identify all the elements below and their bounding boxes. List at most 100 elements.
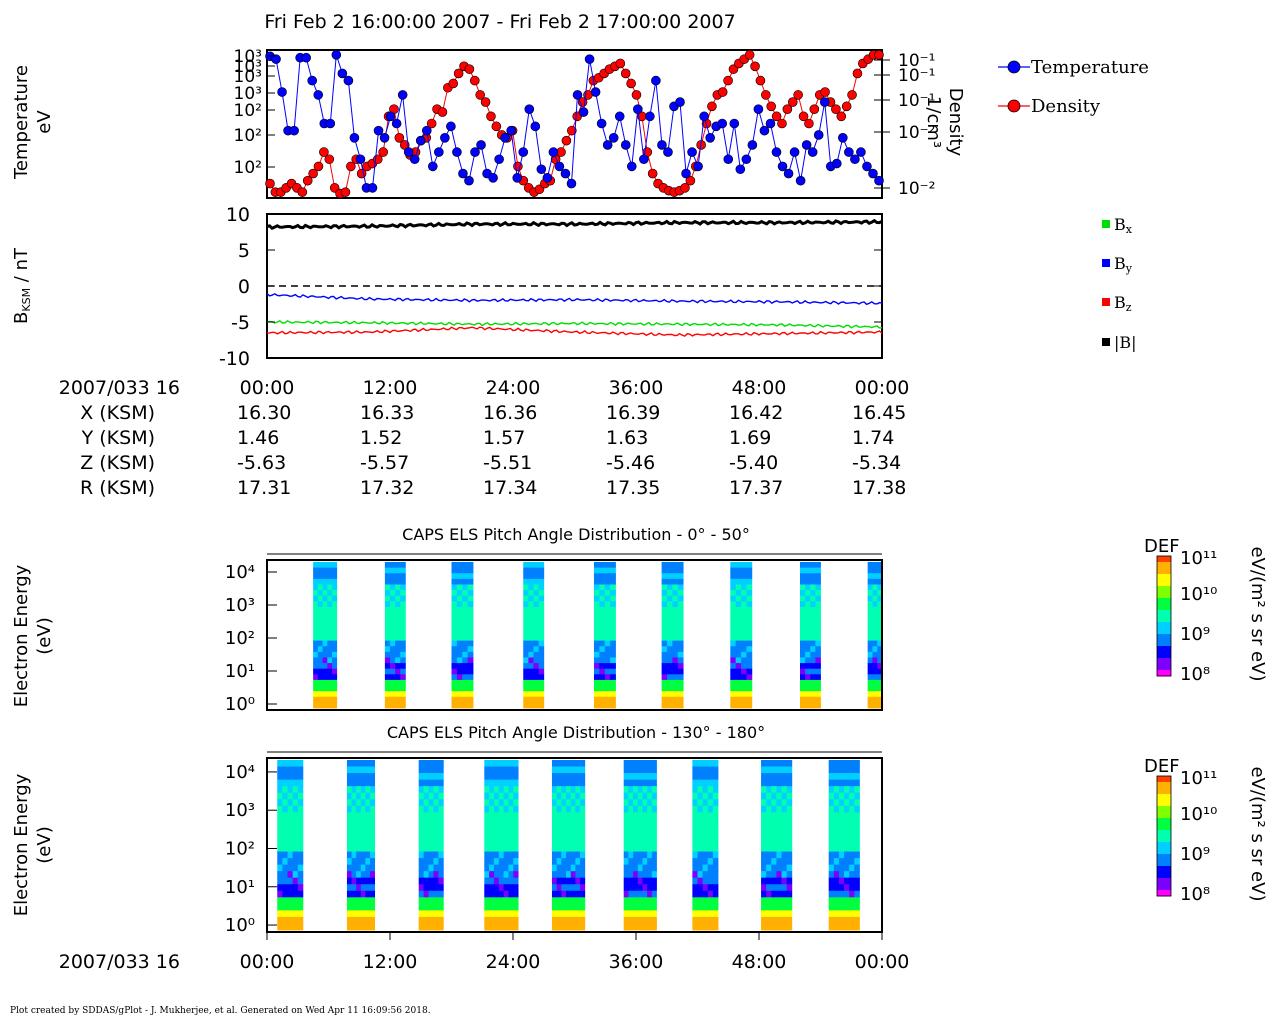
density-point [567,125,577,136]
pad-low-cell [800,595,806,602]
ephemeris-time-tick: 12:00 [363,377,418,399]
pad-high-cell [438,760,444,767]
pad-low-cell [451,668,458,675]
pad-high-cell [428,884,434,892]
pad-high-cell [365,858,371,866]
pad-low-cell [384,657,391,664]
pad-low-cell [528,573,534,580]
pad-low-cell [331,640,338,647]
pad-low-cell [677,635,684,642]
pad-high-cell [642,877,648,885]
pad-high-cell [498,845,505,852]
pad-high-cell [570,890,576,898]
pad-high-cell [498,779,505,787]
density-point [761,90,771,100]
pad-low-cell [805,691,811,698]
pad-high-cell [707,923,714,931]
pad-low-cell [400,702,406,709]
pad-high-cell [438,786,444,794]
pad-low-cell [810,663,816,670]
pad-high-cell [766,805,772,813]
pad-high-cell [828,805,835,813]
pad-low-cell [867,696,873,703]
pad-low-cell [467,573,474,580]
pad-high-cell [370,864,376,872]
pad-low-cell [322,691,328,698]
pad-high-cell [566,838,572,846]
pad-high-cell [697,890,704,898]
pad-low-cell [877,696,883,703]
pad-high-cell [287,792,294,800]
pad-low-cell [451,567,458,574]
pad-high-cell [623,871,629,879]
pad-high-cell [493,799,500,807]
pad-low-cell [456,623,463,630]
pad-high-cell [513,766,519,774]
pad-low-cell [538,606,545,613]
pad-high-cell [433,864,439,872]
pad-high-cell [623,799,629,807]
pad-high-cell [346,890,352,898]
pad-high-cell [433,799,439,807]
pad-high-tick-label: 10³ [225,800,255,821]
pad-high-colorbar-step [1157,818,1171,822]
pad-high-cell [776,773,782,781]
pad-low-cell [456,601,463,608]
pad-high-cell [580,884,586,892]
pad-high-cell [781,923,788,931]
pad-low-cell [815,562,821,569]
pad-low-cell [746,663,753,670]
pad-high-cell [771,838,777,846]
pad-high-cell [838,786,845,794]
pad-low-cell [800,646,806,653]
density-point [771,111,782,122]
pad-high-cell [707,818,714,826]
pad-high-cell [844,864,850,872]
pad-high-cell [351,877,357,885]
pad-low-cell [877,646,883,653]
pad-high-cell [651,864,657,872]
pad-low-cell [400,679,406,686]
pad-high-cell [580,838,586,846]
pad-high-cell [781,864,788,872]
pad-high-colorbar-tick: 10¹⁰ [1180,804,1217,825]
pad-high-cell [277,831,283,839]
pad-low-cell [327,651,333,658]
pad-high-cell [433,825,439,833]
pad-high-cell [277,773,283,781]
pad-high-cell [513,910,519,918]
pad-high-cell [566,858,572,866]
pad-low-cell [810,595,816,602]
density-point [809,104,820,114]
pad-high-cell [833,812,840,820]
pad-low-cell [533,612,540,619]
pad-low-cell [741,606,747,613]
pad-high-cell [833,766,840,774]
pad-high-cell [360,766,366,774]
pad-high-cell [489,897,495,905]
pad-high-cell [776,910,782,918]
pad-high-cell [647,773,653,781]
pad-high-cell [561,831,567,839]
pad-high-cell [292,890,299,898]
pad-low-cell [390,601,396,608]
pad-high-cell [692,877,698,885]
pad-high-cell [292,877,299,885]
pad-low-cell [538,691,545,698]
pad-low-cell [384,696,391,703]
pad-high-cell [551,897,558,905]
density-point [626,78,636,89]
pad-high-cell [786,864,793,872]
pad-low-cell [538,567,545,574]
pad-low-cell [327,668,333,675]
pad-high-cell [633,818,639,826]
pad-low-cell [810,640,816,647]
pad-high-cell [776,766,782,774]
pad-high-cell [833,838,840,846]
pad-low-cell [533,584,540,591]
pad-high-cell [849,812,855,820]
pad-low-cell [313,612,319,619]
pad-high-cell [566,779,572,787]
pad-low-cell [810,590,816,597]
pad-high-cell [786,792,793,800]
